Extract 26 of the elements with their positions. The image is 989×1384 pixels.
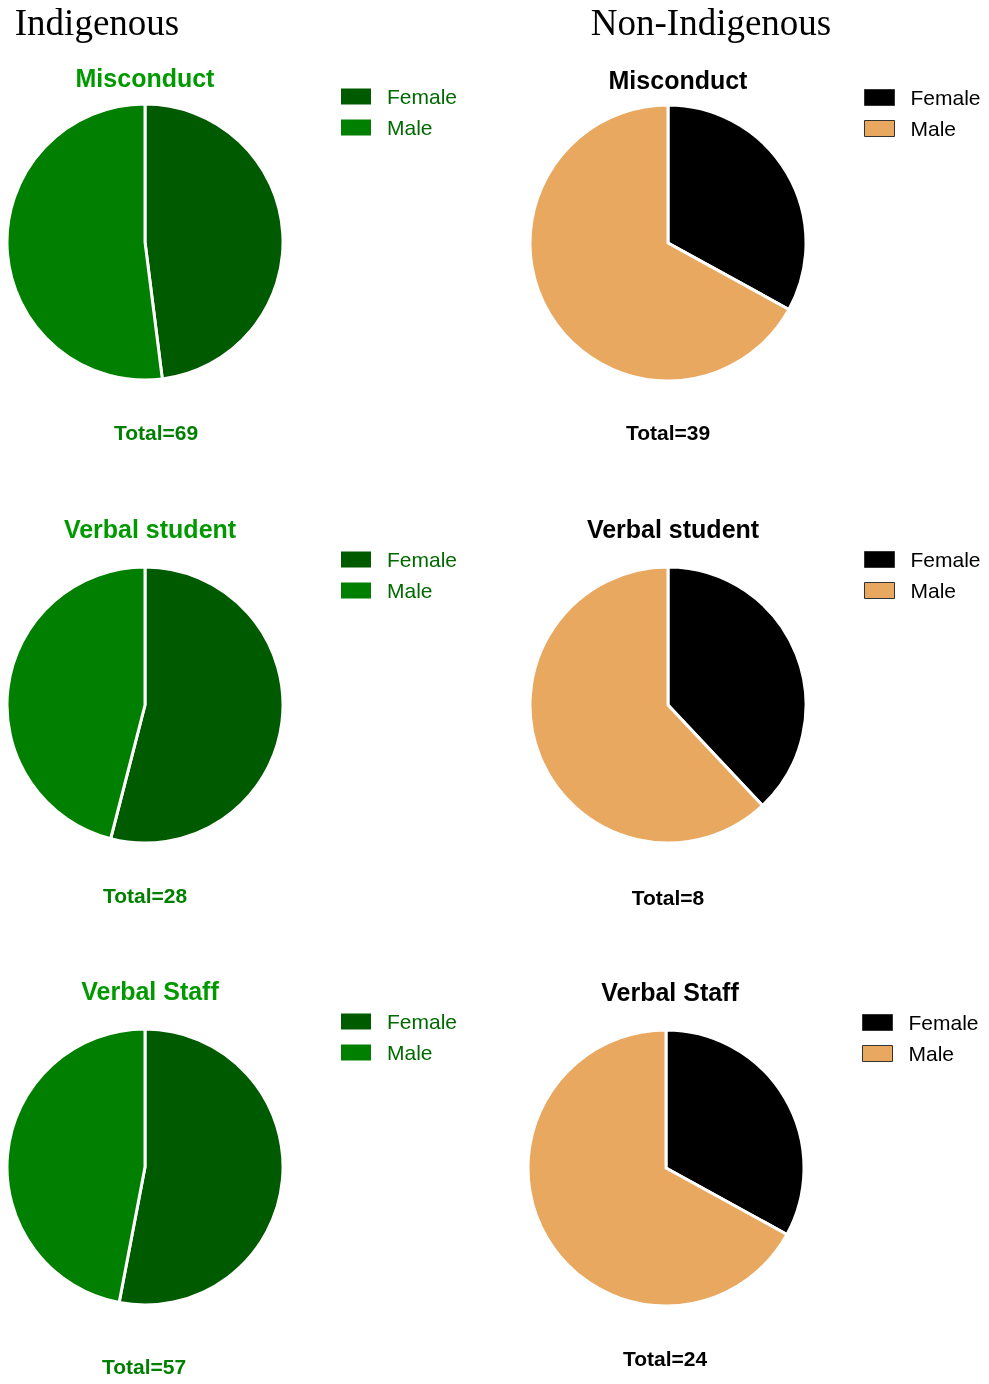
legend-label: Female [387, 1010, 458, 1033]
legend-label: Female [387, 548, 458, 571]
text: Total=28 [102, 883, 188, 907]
text: Total=8 [631, 885, 705, 909]
legend-label: Male [910, 579, 957, 602]
legend-label: Female [910, 86, 981, 109]
text: Total=57 [101, 1354, 187, 1378]
text: Total=24 [622, 1346, 708, 1370]
legend-label: Male [387, 579, 433, 602]
legend-label: Female [387, 85, 458, 108]
text: Indigenous [14, 1, 180, 43]
text: Total=39 [625, 420, 711, 444]
text: Total=69 [113, 420, 199, 444]
chart-title: Verbal student [586, 514, 760, 543]
text: Non-Indigenous [590, 1, 832, 43]
chart-title: Verbal Staff [601, 977, 740, 1006]
legend-label: Female [910, 548, 981, 571]
legend-label: Female [908, 1011, 979, 1034]
legend-label: Male [387, 116, 433, 139]
legend-label: Male [910, 117, 957, 140]
legend-label: Male [908, 1042, 955, 1065]
chart-title: Verbal student [63, 514, 237, 543]
legend-label: Male [387, 1041, 433, 1064]
chart-title: Misconduct [608, 65, 749, 94]
chart-title: Verbal Staff [81, 976, 220, 1005]
chart-title: Misconduct [75, 63, 216, 92]
